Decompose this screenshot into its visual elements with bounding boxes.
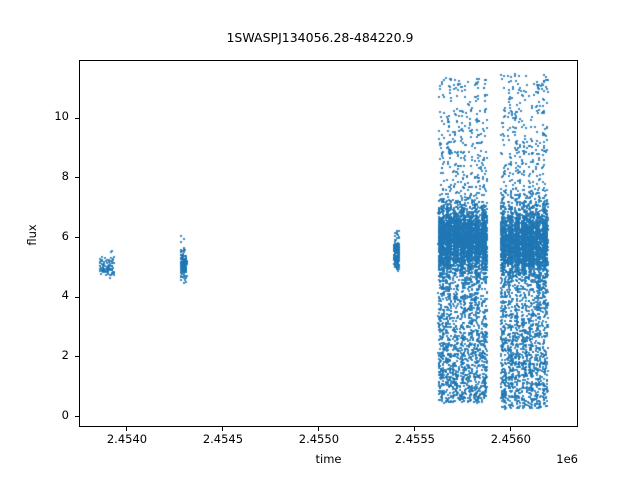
x-tick-mark bbox=[222, 427, 224, 431]
x-tick-label: 2.4545 bbox=[202, 432, 244, 446]
y-tick-mark bbox=[75, 416, 79, 418]
y-tick-label: 2 bbox=[61, 347, 69, 362]
y-tick-mark bbox=[75, 296, 79, 298]
y-tick-label: 6 bbox=[61, 228, 69, 243]
x-tick-mark bbox=[414, 427, 416, 431]
y-tick-label: 4 bbox=[61, 288, 69, 303]
x-tick-mark bbox=[126, 427, 128, 431]
y-tick-mark bbox=[75, 356, 79, 358]
y-tick-label: 8 bbox=[61, 168, 69, 183]
x-tick-label: 2.4550 bbox=[298, 432, 340, 446]
y-tick-label: 10 bbox=[54, 109, 69, 124]
y-tick-mark bbox=[75, 177, 79, 179]
y-tick-label: 0 bbox=[61, 407, 69, 422]
x-tick-mark bbox=[510, 427, 512, 431]
scatter-points-canvas bbox=[80, 61, 577, 426]
y-tick-mark bbox=[75, 117, 79, 119]
plot-area bbox=[79, 60, 578, 427]
x-tick-label: 2.4540 bbox=[106, 432, 148, 446]
x-tick-label: 2.4560 bbox=[490, 432, 531, 446]
x-axis-offset-label: 1e6 bbox=[556, 452, 578, 466]
x-tick-label: 2.4555 bbox=[394, 432, 435, 446]
x-tick-mark bbox=[318, 427, 320, 431]
y-tick-mark bbox=[75, 237, 79, 239]
x-axis-label: time bbox=[315, 452, 342, 466]
page-title: 1SWASPJ134056.28-484220.9 bbox=[226, 30, 414, 45]
